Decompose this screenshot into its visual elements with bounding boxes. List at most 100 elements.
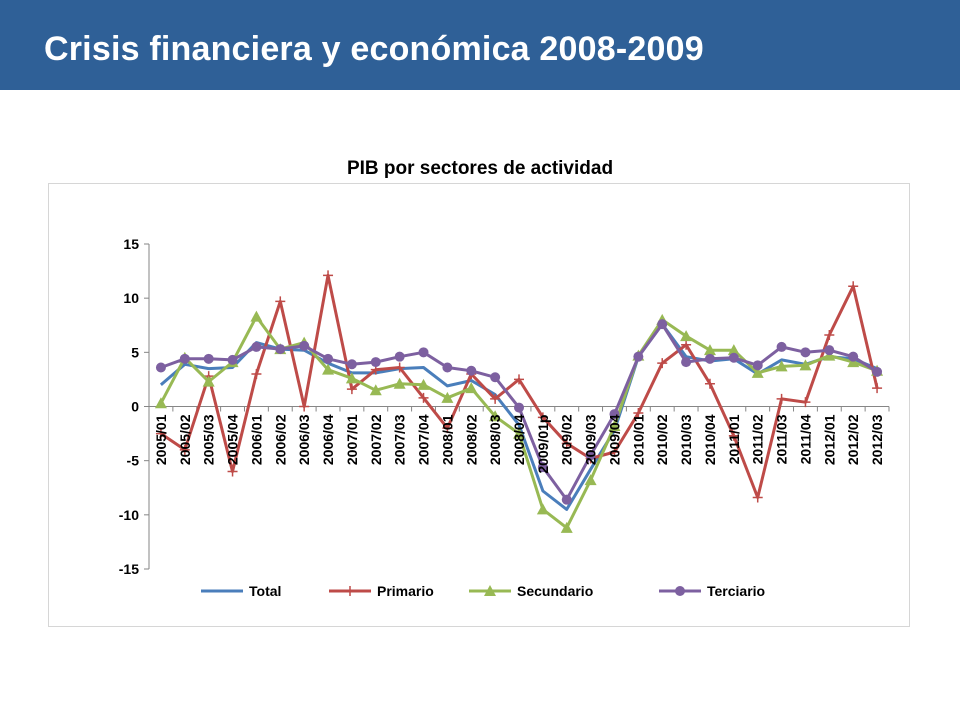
data-point [633, 351, 644, 362]
data-point [369, 384, 382, 396]
legend-marker [345, 586, 355, 596]
data-point [752, 360, 763, 371]
data-point [537, 462, 548, 473]
data-point [585, 450, 596, 461]
data-point [394, 362, 405, 373]
data-point [323, 270, 334, 281]
data-point [536, 503, 549, 515]
x-tick-label: 2008/04 [511, 414, 527, 465]
x-tick-label: 2007/04 [416, 414, 432, 465]
data-point [703, 344, 716, 356]
y-tick-label: 0 [131, 399, 139, 415]
x-tick-label: 2011/02 [750, 414, 766, 464]
x-tick-label: 2009/02 [559, 414, 575, 465]
data-point [561, 438, 572, 449]
y-tick-label: 10 [123, 290, 139, 306]
x-tick-label: 2012/03 [869, 414, 885, 465]
x-tick-label: 2005/03 [201, 414, 217, 465]
x-tick-label: 2005/04 [225, 414, 241, 465]
data-point [323, 353, 334, 364]
data-point [728, 352, 739, 363]
chart-frame: -15 -10 -5 0 5 10 15 2005/01 2005/02 2005/03 2005… [48, 183, 910, 627]
data-point [299, 340, 310, 351]
data-point [776, 393, 787, 404]
data-point [681, 357, 692, 368]
data-point [465, 382, 478, 394]
chart-series [154, 270, 884, 533]
data-point [250, 310, 263, 322]
data-point [251, 369, 262, 379]
header-bar [0, 0, 960, 90]
legend-marker [484, 585, 496, 596]
data-point [848, 281, 859, 292]
x-tick-label: 2007/02 [368, 414, 384, 465]
data-point [608, 420, 621, 431]
legend-label: Terciario [707, 583, 765, 599]
series-primario [155, 270, 883, 503]
chart-legend: Total Primario Secundario Terciario [201, 583, 765, 599]
data-point [633, 408, 644, 418]
x-tick-label: 2006/01 [248, 414, 264, 465]
data-point [561, 494, 572, 505]
data-point [345, 372, 358, 384]
data-point [299, 401, 310, 412]
data-point [155, 428, 166, 439]
data-point [154, 397, 167, 409]
data-point [442, 362, 453, 373]
series-terciario [155, 319, 883, 505]
x-tick-label: 2012/01 [821, 414, 837, 465]
y-tick-label: 5 [131, 344, 139, 360]
data-point [872, 366, 883, 377]
data-point [466, 365, 477, 376]
data-point [441, 391, 454, 403]
data-point [681, 339, 692, 350]
x-tick-label: 2009/03 [583, 414, 599, 465]
data-point [609, 447, 620, 457]
data-point [202, 375, 215, 387]
data-point [799, 359, 812, 371]
y-tick-label: 15 [123, 236, 139, 252]
legend-label: Total [249, 583, 281, 599]
data-point [728, 430, 739, 441]
data-point [560, 521, 573, 533]
x-tick-label: 2006/04 [320, 414, 336, 465]
x-tick-label: 2008/03 [487, 414, 503, 465]
x-tick-label: 2011/04 [797, 414, 813, 464]
data-point [489, 410, 502, 422]
data-point [704, 378, 715, 389]
data-point [394, 351, 405, 362]
data-point [824, 330, 835, 340]
x-tick-label: 2012/02 [845, 414, 861, 465]
legend-item-terciario: Terciario [659, 583, 765, 599]
data-point [370, 357, 381, 368]
data-point [346, 384, 357, 395]
data-point [203, 353, 214, 364]
x-tick-label: 2007/01 [344, 414, 360, 465]
data-point [227, 354, 238, 365]
data-point [490, 372, 501, 383]
data-point [609, 409, 620, 420]
data-point [490, 393, 501, 404]
legend-item-total: Total [201, 583, 281, 599]
legend-label: Primario [377, 583, 434, 599]
y-tick-label: -15 [119, 561, 139, 577]
legend-item-primario: Primario [329, 583, 434, 599]
data-point [727, 344, 740, 356]
x-tick-label: 2007/03 [392, 414, 408, 465]
data-point [514, 402, 524, 413]
y-tick-label: -5 [127, 453, 140, 469]
data-point [417, 378, 430, 390]
data-point [657, 358, 668, 369]
data-point [155, 362, 166, 373]
data-point [442, 423, 453, 434]
data-point [418, 347, 429, 358]
data-point [824, 345, 835, 356]
data-point [800, 397, 811, 408]
data-point [346, 359, 357, 370]
data-point [179, 353, 190, 364]
x-tick-label: 2010/01 [630, 414, 646, 465]
data-point [776, 341, 787, 352]
x-tick-label: 2010/04 [702, 414, 718, 465]
legend-item-secundario: Secundario [469, 583, 593, 599]
data-point [848, 351, 859, 362]
